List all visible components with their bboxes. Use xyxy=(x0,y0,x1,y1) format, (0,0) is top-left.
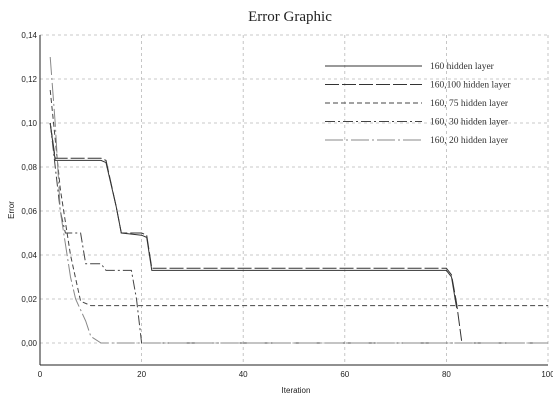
y-tick-label: 0,04 xyxy=(21,251,37,260)
x-tick-label: 20 xyxy=(137,370,146,379)
legend-label-5: 160, 20 hidden layer xyxy=(430,136,509,146)
series-line-3 xyxy=(49,89,548,307)
y-tick-label: 0,06 xyxy=(21,207,37,216)
x-tick-label: 100 xyxy=(541,370,553,379)
y-tick-label: 0,14 xyxy=(21,31,37,40)
series-line-1 xyxy=(49,122,458,308)
plot-area: 0 20 40 60 80 100 0,00 0,02 0,04 0,06 0,08 0,10 0,12… xyxy=(21,31,553,379)
y-axis-label: Error xyxy=(7,201,16,219)
series-line-5 xyxy=(49,56,548,344)
x-tick-label: 0 xyxy=(38,370,43,379)
chart-title: Error Graphic xyxy=(248,9,332,25)
series-line-4 xyxy=(49,122,548,344)
x-axis-label: Iteration xyxy=(282,386,311,394)
y-tick-label: 0,10 xyxy=(21,119,37,128)
x-tick-label: 80 xyxy=(442,370,451,379)
series-line-2 xyxy=(49,122,463,341)
legend-label-2: 160,100 hidden layer xyxy=(430,81,511,91)
x-tick-label: 40 xyxy=(239,370,248,379)
legend-label-1: 160 hidden layer xyxy=(430,62,495,72)
y-tick-label: 0,12 xyxy=(21,75,37,84)
y-tick-label: 0,08 xyxy=(21,163,37,172)
x-tick-label: 60 xyxy=(340,370,349,379)
legend: 160 hidden layer 160,100 hidden layer 160,… xyxy=(325,62,511,146)
legend-label-3: 160, 75 hidden layer xyxy=(430,99,509,109)
legend-label-4: 160, 30 hidden layer xyxy=(430,118,509,128)
y-tick-label: 0,02 xyxy=(21,295,37,304)
y-tick-label: 0,00 xyxy=(21,339,37,348)
